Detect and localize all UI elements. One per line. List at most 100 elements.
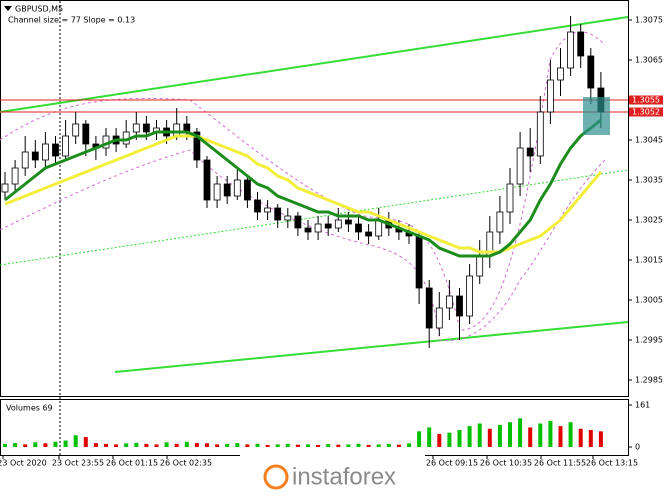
volume-bar xyxy=(598,431,603,447)
volume-bar xyxy=(477,423,482,447)
candle-body xyxy=(82,123,90,145)
volume-bar xyxy=(124,443,129,447)
volume-tick-label: 0 xyxy=(635,443,640,452)
x-tick-label: 26 Oct 11:55 xyxy=(534,459,586,468)
channel-lower xyxy=(114,321,629,373)
x-tick-label: 23 Oct 2020 xyxy=(0,459,47,468)
volume-bar xyxy=(538,423,543,447)
x-tick-label: 26 Oct 01:15 xyxy=(106,459,158,468)
volume-bar xyxy=(417,431,422,447)
volume-bar xyxy=(316,444,321,447)
volume-bar xyxy=(295,444,300,447)
volume-bar xyxy=(215,444,220,447)
candle-body xyxy=(314,223,322,233)
candle-body xyxy=(264,207,272,213)
volume-bar xyxy=(588,430,593,447)
volume-bar xyxy=(578,428,583,447)
candle-body xyxy=(476,255,484,277)
volume-bar xyxy=(114,444,119,447)
candle-body xyxy=(365,231,373,237)
volume-bar xyxy=(528,427,533,447)
candle-body xyxy=(334,219,342,229)
volume-bar xyxy=(558,426,563,447)
level-tag xyxy=(629,95,663,105)
volume-bar xyxy=(154,444,159,447)
y-tick-label: 1.3045 xyxy=(635,136,663,145)
volume-bar xyxy=(205,443,209,447)
candle-body xyxy=(243,179,251,201)
candle-body xyxy=(274,207,282,221)
volume-bar xyxy=(457,430,462,447)
candle-body xyxy=(284,215,292,221)
volume-bar xyxy=(487,428,492,447)
envelope-lower xyxy=(0,149,606,342)
volume-bar xyxy=(245,444,250,447)
x-tick-label: 26 Oct 13:15 xyxy=(586,459,638,468)
volume-bar xyxy=(518,418,523,447)
volume-bar xyxy=(275,444,280,447)
volume-bar xyxy=(184,441,189,447)
volume-bar xyxy=(93,443,98,447)
candle-body xyxy=(52,143,59,157)
candle-body xyxy=(132,123,140,133)
y-tick-label: 1.3015 xyxy=(635,256,663,265)
volume-bar xyxy=(63,440,68,447)
level-label: 1.3055 xyxy=(632,96,660,105)
level-tag xyxy=(629,107,663,117)
envelope-upper xyxy=(0,31,606,331)
volume-bar xyxy=(285,443,290,447)
volume-bar xyxy=(134,442,139,447)
candle-body xyxy=(587,55,595,89)
candle-body xyxy=(324,223,332,229)
volume-title: Volumes 69 xyxy=(6,404,53,413)
volume-bar xyxy=(144,443,149,447)
x-tick-label: 26 Oct 10:35 xyxy=(480,459,532,468)
candle-body xyxy=(547,79,554,113)
x-tick-label: 23 Oct 23:55 xyxy=(52,459,104,468)
volume-bar xyxy=(366,444,371,447)
watermark-logo xyxy=(263,464,289,490)
y-tick-label: 1.3005 xyxy=(635,296,663,305)
candle-body xyxy=(435,307,443,329)
volume-bar xyxy=(356,443,361,447)
candle-body xyxy=(526,147,534,157)
volume-bar xyxy=(306,444,310,447)
candle-body xyxy=(506,183,514,213)
candle-body xyxy=(577,31,585,57)
candle-body xyxy=(142,123,150,133)
candle-body xyxy=(344,219,352,225)
volume-bar xyxy=(396,444,401,447)
volume-bar xyxy=(23,444,28,447)
y-tick-label: 1.2995 xyxy=(635,336,663,345)
volume-bar xyxy=(104,443,108,447)
volume-tick-label: 161 xyxy=(635,401,650,410)
candle-body xyxy=(31,151,39,161)
channel-upper xyxy=(0,16,629,113)
candle-body xyxy=(1,183,9,193)
volume-bar xyxy=(33,442,38,447)
candle-body xyxy=(567,31,574,69)
candle-body xyxy=(42,143,49,161)
candle-body xyxy=(304,227,312,233)
candle-body xyxy=(456,295,463,317)
volume-bar xyxy=(73,435,78,447)
candle-body xyxy=(496,211,504,233)
volume-bar xyxy=(336,444,341,447)
volume-bar xyxy=(43,443,48,447)
candle-body xyxy=(21,151,29,169)
candle-body xyxy=(516,147,524,185)
candle-body xyxy=(294,215,302,229)
highlight-zone xyxy=(583,97,610,135)
volume-bar xyxy=(53,441,58,447)
candle-body xyxy=(193,131,201,161)
volume-bar xyxy=(265,444,270,447)
volume-bar xyxy=(447,432,452,447)
watermark-bg xyxy=(240,455,425,499)
volume-bar xyxy=(326,444,331,447)
candle-body xyxy=(445,295,453,309)
volume-bar xyxy=(568,422,573,447)
y-tick-label: 1.3035 xyxy=(635,176,663,185)
volume-bar xyxy=(13,443,18,447)
candle-body xyxy=(425,287,433,329)
x-tick-label: 26 Oct 02:35 xyxy=(160,459,212,468)
